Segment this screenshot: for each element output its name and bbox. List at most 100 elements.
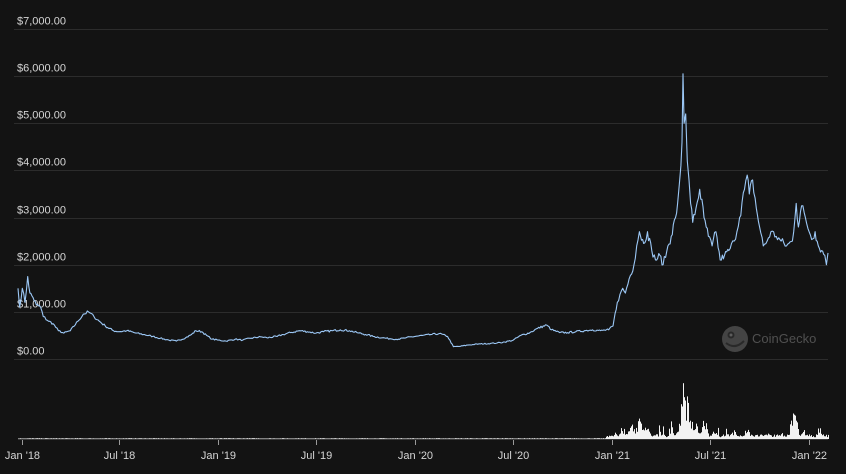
volume-bar bbox=[263, 438, 264, 439]
volume-bar bbox=[658, 436, 659, 439]
volume-bar bbox=[651, 435, 652, 439]
volume-bar bbox=[824, 436, 825, 439]
volume-bar bbox=[823, 434, 824, 439]
volume-bar bbox=[335, 438, 336, 439]
volume-bar bbox=[43, 438, 44, 439]
volume-bar bbox=[80, 438, 81, 439]
volume-bar bbox=[758, 436, 759, 439]
volume-bar bbox=[762, 435, 763, 439]
volume-bar bbox=[295, 438, 296, 439]
volume-bar bbox=[794, 414, 795, 439]
volume-bar bbox=[112, 438, 113, 439]
volume-bar bbox=[649, 431, 650, 439]
volume-bar bbox=[63, 438, 64, 439]
volume-bar bbox=[97, 438, 98, 439]
volume-bar bbox=[777, 434, 778, 439]
volume-bar bbox=[329, 438, 330, 439]
volume-bar bbox=[522, 438, 523, 439]
volume-bar bbox=[519, 438, 520, 439]
volume-bar bbox=[189, 438, 190, 439]
volume-bar bbox=[342, 438, 343, 439]
volume-bar bbox=[122, 438, 123, 439]
volume-bar bbox=[688, 402, 689, 439]
volume-bar bbox=[274, 438, 275, 439]
volume-bar bbox=[302, 438, 303, 439]
volume-bar bbox=[622, 431, 623, 439]
volume-bar bbox=[167, 438, 168, 439]
volume-bar bbox=[278, 438, 279, 439]
volume-bar bbox=[641, 423, 642, 439]
volume-bar bbox=[809, 434, 810, 439]
volume-bar bbox=[533, 438, 534, 439]
volume-bar bbox=[192, 438, 193, 439]
volume-bar bbox=[301, 438, 302, 439]
volume-bar bbox=[701, 432, 702, 439]
volume-bar bbox=[576, 438, 577, 439]
volume-bar bbox=[814, 437, 815, 439]
volume-bar bbox=[19, 438, 20, 439]
volume-bar bbox=[169, 438, 170, 439]
y-axis-labels: $0.00 $1,000.00 $2,000.00 $3,000.00 $4,000.0… bbox=[17, 16, 66, 358]
volume-bar bbox=[105, 438, 106, 439]
volume-bar bbox=[179, 438, 180, 439]
volume-bar bbox=[379, 438, 380, 439]
volume-bar bbox=[461, 438, 462, 439]
volume-bar bbox=[503, 438, 504, 439]
volume-bar bbox=[409, 438, 410, 439]
x-tick-label: Jul '21 bbox=[695, 450, 726, 462]
volume-bar bbox=[372, 438, 373, 439]
volume-bar bbox=[698, 432, 699, 439]
volume-bar bbox=[601, 438, 602, 439]
volume-bar bbox=[304, 438, 305, 439]
volume-bar bbox=[564, 438, 565, 439]
volume-bar bbox=[749, 432, 750, 439]
volume-bar bbox=[364, 438, 365, 439]
volume-bar bbox=[678, 431, 679, 439]
volume-bar bbox=[768, 433, 769, 439]
volume-bar bbox=[351, 438, 352, 439]
volume-bar bbox=[464, 438, 465, 439]
volume-bar bbox=[537, 438, 538, 439]
volume-bar bbox=[759, 436, 760, 439]
volume-bar bbox=[455, 438, 456, 439]
volume-bar bbox=[40, 438, 41, 439]
volume-bar bbox=[639, 418, 640, 439]
volume-bar bbox=[399, 438, 400, 439]
volume-bar bbox=[657, 434, 658, 439]
volume-bar bbox=[117, 438, 118, 439]
volume-bar bbox=[827, 437, 828, 439]
volume-bar bbox=[149, 438, 150, 439]
volume-bar bbox=[713, 431, 714, 439]
volume-bar bbox=[273, 438, 274, 439]
x-tick-label: Jan '18 bbox=[5, 450, 40, 462]
price-series-line[interactable] bbox=[17, 73, 829, 348]
volume-bar bbox=[534, 438, 535, 439]
volume-bar bbox=[501, 438, 502, 439]
volume-bar bbox=[615, 432, 616, 439]
volume-bar bbox=[736, 434, 737, 439]
volume-bar bbox=[231, 438, 232, 439]
volume-bar bbox=[275, 438, 276, 439]
volume-bar bbox=[386, 438, 387, 439]
volume-bar bbox=[369, 438, 370, 439]
volume-bar bbox=[306, 438, 307, 439]
volume-bar bbox=[327, 438, 328, 439]
volume-bar bbox=[473, 438, 474, 439]
volume-bar bbox=[128, 438, 129, 439]
volume-bar bbox=[616, 434, 617, 439]
volume-bar bbox=[478, 438, 479, 439]
volume-bar bbox=[426, 438, 427, 439]
volume-bar bbox=[459, 438, 460, 439]
volume-bar bbox=[475, 438, 476, 439]
volume-bar bbox=[558, 438, 559, 439]
volume-bar bbox=[760, 434, 761, 439]
volume-bar bbox=[766, 434, 767, 439]
volume-bar bbox=[697, 426, 698, 439]
volume-bar bbox=[205, 438, 206, 439]
volume-bar bbox=[73, 438, 74, 439]
volume-bar bbox=[297, 438, 298, 439]
volume-bar bbox=[433, 438, 434, 439]
volume-bar bbox=[566, 438, 567, 439]
volume-bar bbox=[439, 438, 440, 439]
volume-bar bbox=[48, 438, 49, 439]
